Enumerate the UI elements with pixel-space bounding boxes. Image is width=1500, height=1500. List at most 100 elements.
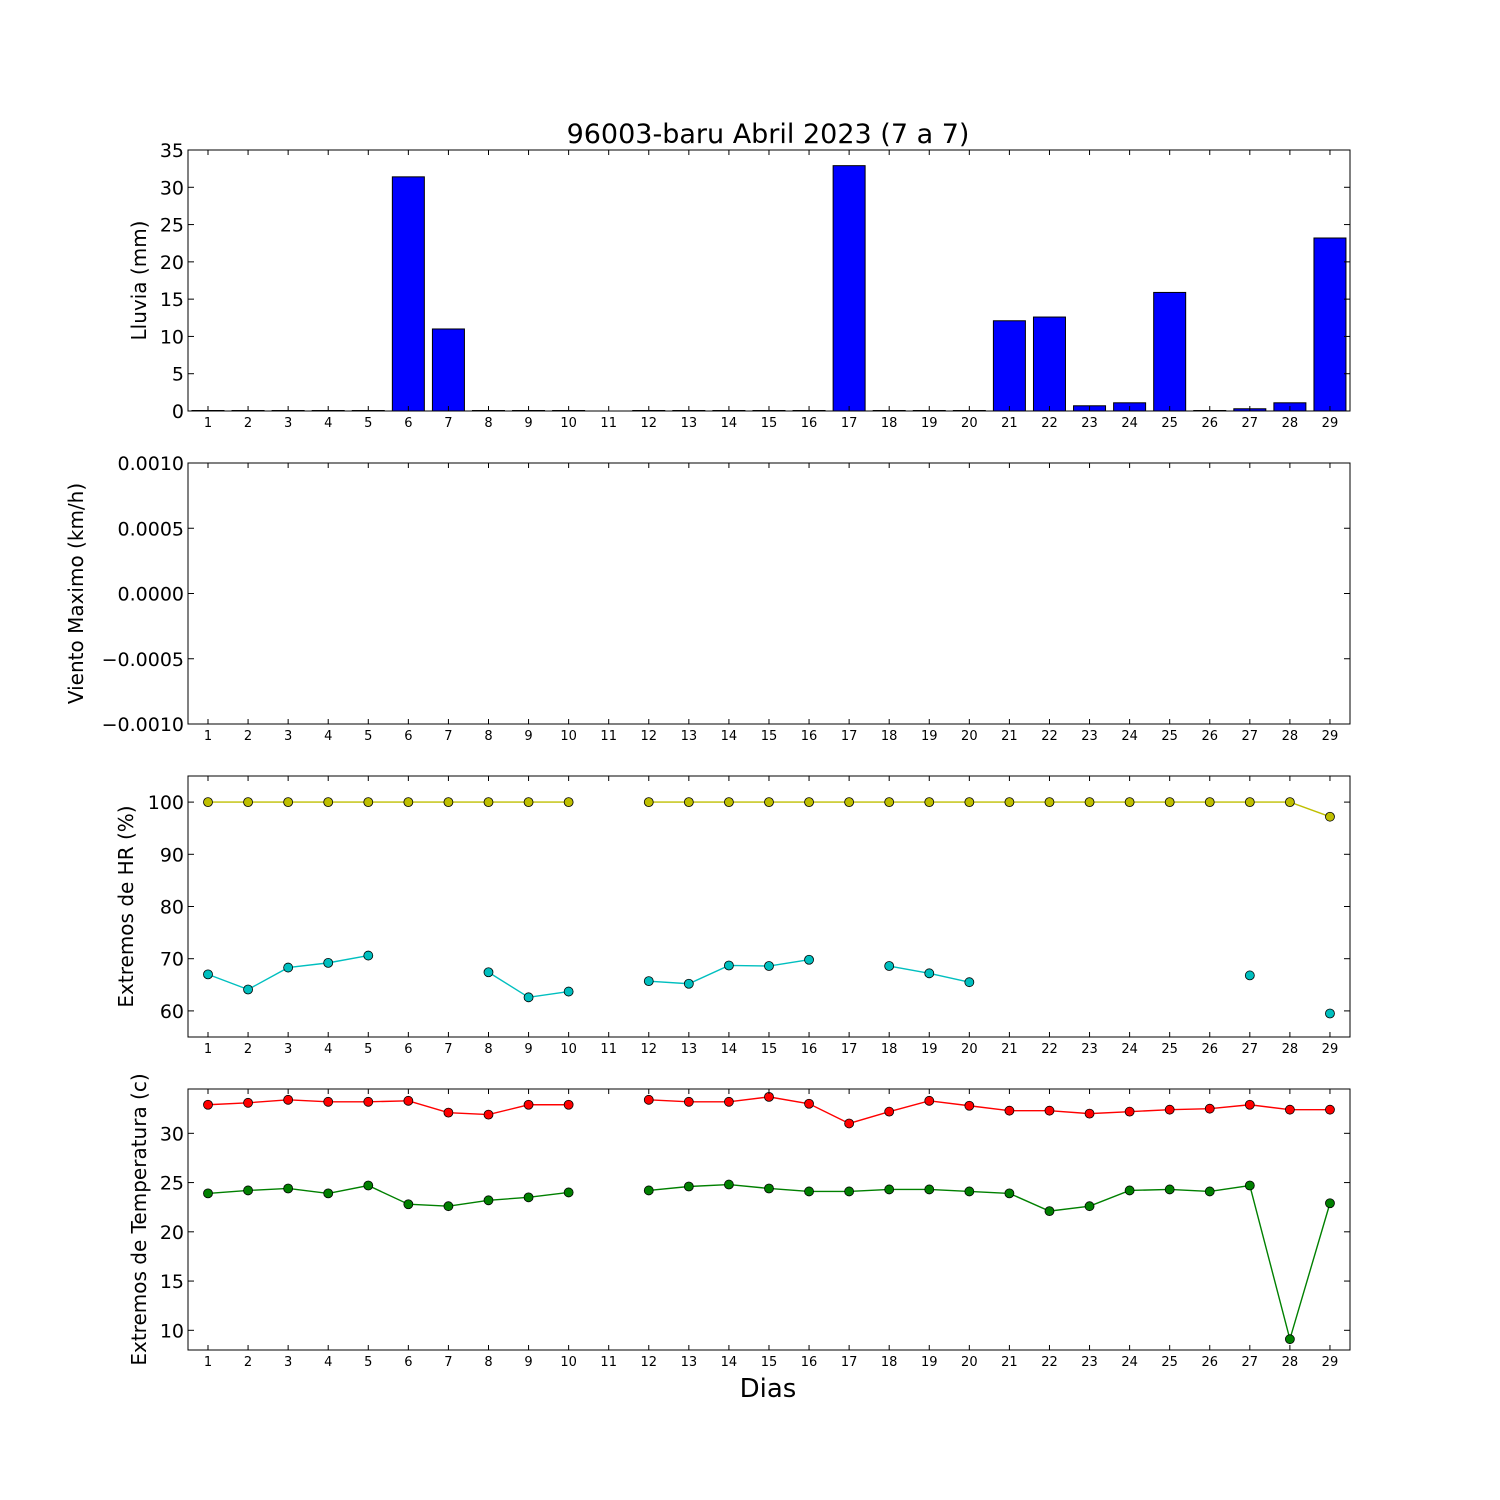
temperature-data-point (964, 1100, 975, 1111)
rain-y-tick-label: 30 (160, 177, 184, 199)
humidity-series-line (207, 954, 369, 991)
temperature-x-tick-label: 27 (1242, 1355, 1259, 1370)
temperature-data-point (1084, 1201, 1095, 1212)
humidity-data-point (243, 797, 253, 807)
temperature-series-line (207, 1184, 569, 1207)
humidity-data-point (563, 986, 574, 997)
humidity-data-point (483, 797, 494, 807)
wind-y-axis-label: Viento Maximo (km/h) (64, 483, 88, 704)
humidity-data-point (563, 797, 574, 807)
humidity-data-point (443, 797, 454, 807)
wind-x-tick-label: 15 (761, 729, 778, 744)
humidity-panel: 1 2 3 4 5 6 7 8 9 10 11 12 13 14 15 16 17 18 19 20 21 22 23 24 2… (114, 775, 1351, 1057)
humidity-x-tick-label: 5 (364, 1042, 372, 1057)
rain-y-tick-label: 20 (160, 252, 184, 274)
rain-bar (992, 320, 1026, 412)
rain-x-tick-label: 2 (244, 416, 252, 431)
humidity-data-point (363, 950, 374, 961)
rain-x-tick-label: 22 (1041, 416, 1058, 431)
temperature-data-point (1284, 1104, 1295, 1115)
wind-x-tick-label: 17 (841, 729, 858, 744)
temperature-data-point (884, 1106, 895, 1117)
temperature-series-line (648, 1183, 1331, 1342)
humidity-x-tick-label: 2 (244, 1042, 252, 1057)
temperature-data-point (443, 1107, 454, 1118)
temperature-x-tick-label: 13 (681, 1355, 698, 1370)
humidity-x-tick-label: 16 (801, 1042, 818, 1057)
temperature-data-point (363, 1096, 374, 1107)
humidity-x-tick-label: 4 (324, 1042, 332, 1057)
humidity-data-point (1124, 797, 1135, 807)
temperature-x-tick-label: 16 (801, 1355, 818, 1370)
humidity-data-point (964, 977, 975, 988)
humidity-data-point (1244, 797, 1255, 807)
wind-x-tick-label: 12 (640, 729, 657, 744)
rain-bar (391, 176, 425, 412)
humidity-data-point (643, 976, 654, 987)
temperature-y-tick-label: 10 (160, 1320, 184, 1342)
temperature-data-point (1124, 1185, 1135, 1196)
temperature-data-point (363, 1180, 374, 1191)
humidity-data-point (523, 992, 534, 1003)
temperature-x-tick-label: 11 (600, 1355, 617, 1370)
humidity-x-tick-label: 27 (1242, 1042, 1259, 1057)
wind-y-tick-label: 0.0010 (118, 453, 184, 475)
wind-x-tick-label: 7 (444, 729, 452, 744)
temperature-data-point (1204, 1103, 1215, 1114)
wind-y-tick-label: 0.0000 (118, 584, 184, 606)
temperature-panel: 1 2 3 4 5 6 7 8 9 10 11 12 13 14 15 16 17 18 19 20 21 22 23 24 2… (127, 1073, 1351, 1404)
humidity-data-point (363, 797, 374, 807)
temperature-data-point (1284, 1334, 1295, 1345)
rain-y-tick-label: 15 (160, 289, 184, 311)
rain-y-tick-label: 0 (172, 401, 184, 423)
rain-y-tick-label: 25 (160, 215, 184, 237)
wind-x-tick-label: 19 (921, 729, 938, 744)
temperature-data-point (1164, 1104, 1175, 1115)
temperature-data-point (203, 1099, 213, 1110)
humidity-data-point (844, 797, 855, 807)
temperature-data-point (1004, 1105, 1015, 1116)
humidity-data-point (804, 797, 814, 807)
rain-panel: 1 2 3 4 5 6 7 8 9 10 11 12 13 14 15 16 17 18 19 20 21 22 23 24 2… (127, 140, 1351, 431)
humidity-data-point (683, 978, 694, 989)
temperature-x-tick-label: 20 (961, 1355, 978, 1370)
wind-x-tick-label: 3 (284, 729, 292, 744)
wind-x-tick-label: 8 (484, 729, 492, 744)
rain-x-tick-label: 26 (1201, 416, 1218, 431)
wind-x-tick-label: 16 (801, 729, 818, 744)
rain-x-tick-label: 3 (284, 416, 292, 431)
rain-y-tick-label: 35 (160, 140, 184, 162)
temperature-data-point (283, 1183, 294, 1194)
rain-bar (1153, 291, 1187, 412)
wind-x-tick-label: 10 (560, 729, 577, 744)
rain-x-tick-label: 25 (1161, 416, 1178, 431)
temperature-x-tick-label: 19 (921, 1355, 938, 1370)
wind-x-tick-label: 28 (1282, 729, 1299, 744)
temperature-x-tick-label: 29 (1322, 1355, 1339, 1370)
temperature-data-point (483, 1109, 494, 1120)
temperature-data-point (443, 1201, 454, 1212)
temperature-x-tick-label: 26 (1201, 1355, 1218, 1370)
temperature-x-tick-label: 18 (881, 1355, 898, 1370)
temperature-x-tick-label: 21 (1001, 1355, 1018, 1370)
wind-x-tick-label: 24 (1121, 729, 1138, 744)
humidity-data-point (764, 797, 774, 807)
rain-x-tick-label: 13 (681, 416, 698, 431)
temperature-data-point (683, 1096, 694, 1107)
rain-x-tick-label: 28 (1282, 416, 1299, 431)
wind-x-tick-label: 2 (244, 729, 252, 744)
temperature-data-point (1244, 1180, 1255, 1191)
rain-panel-frame (187, 149, 1351, 412)
temperature-data-point (964, 1186, 975, 1197)
temperature-data-point (323, 1188, 334, 1199)
temperature-x-tick-label: 10 (560, 1355, 577, 1370)
humidity-data-point (203, 797, 213, 807)
rain-x-tick-label: 21 (1001, 416, 1018, 431)
humidity-data-point (1284, 797, 1295, 807)
wind-x-tick-label: 22 (1041, 729, 1058, 744)
wind-panel-frame (187, 462, 1351, 725)
rain-x-tick-label: 9 (524, 416, 532, 431)
wind-y-tick-label: −0.0005 (102, 649, 184, 671)
temperature-x-tick-label: 7 (444, 1355, 452, 1370)
